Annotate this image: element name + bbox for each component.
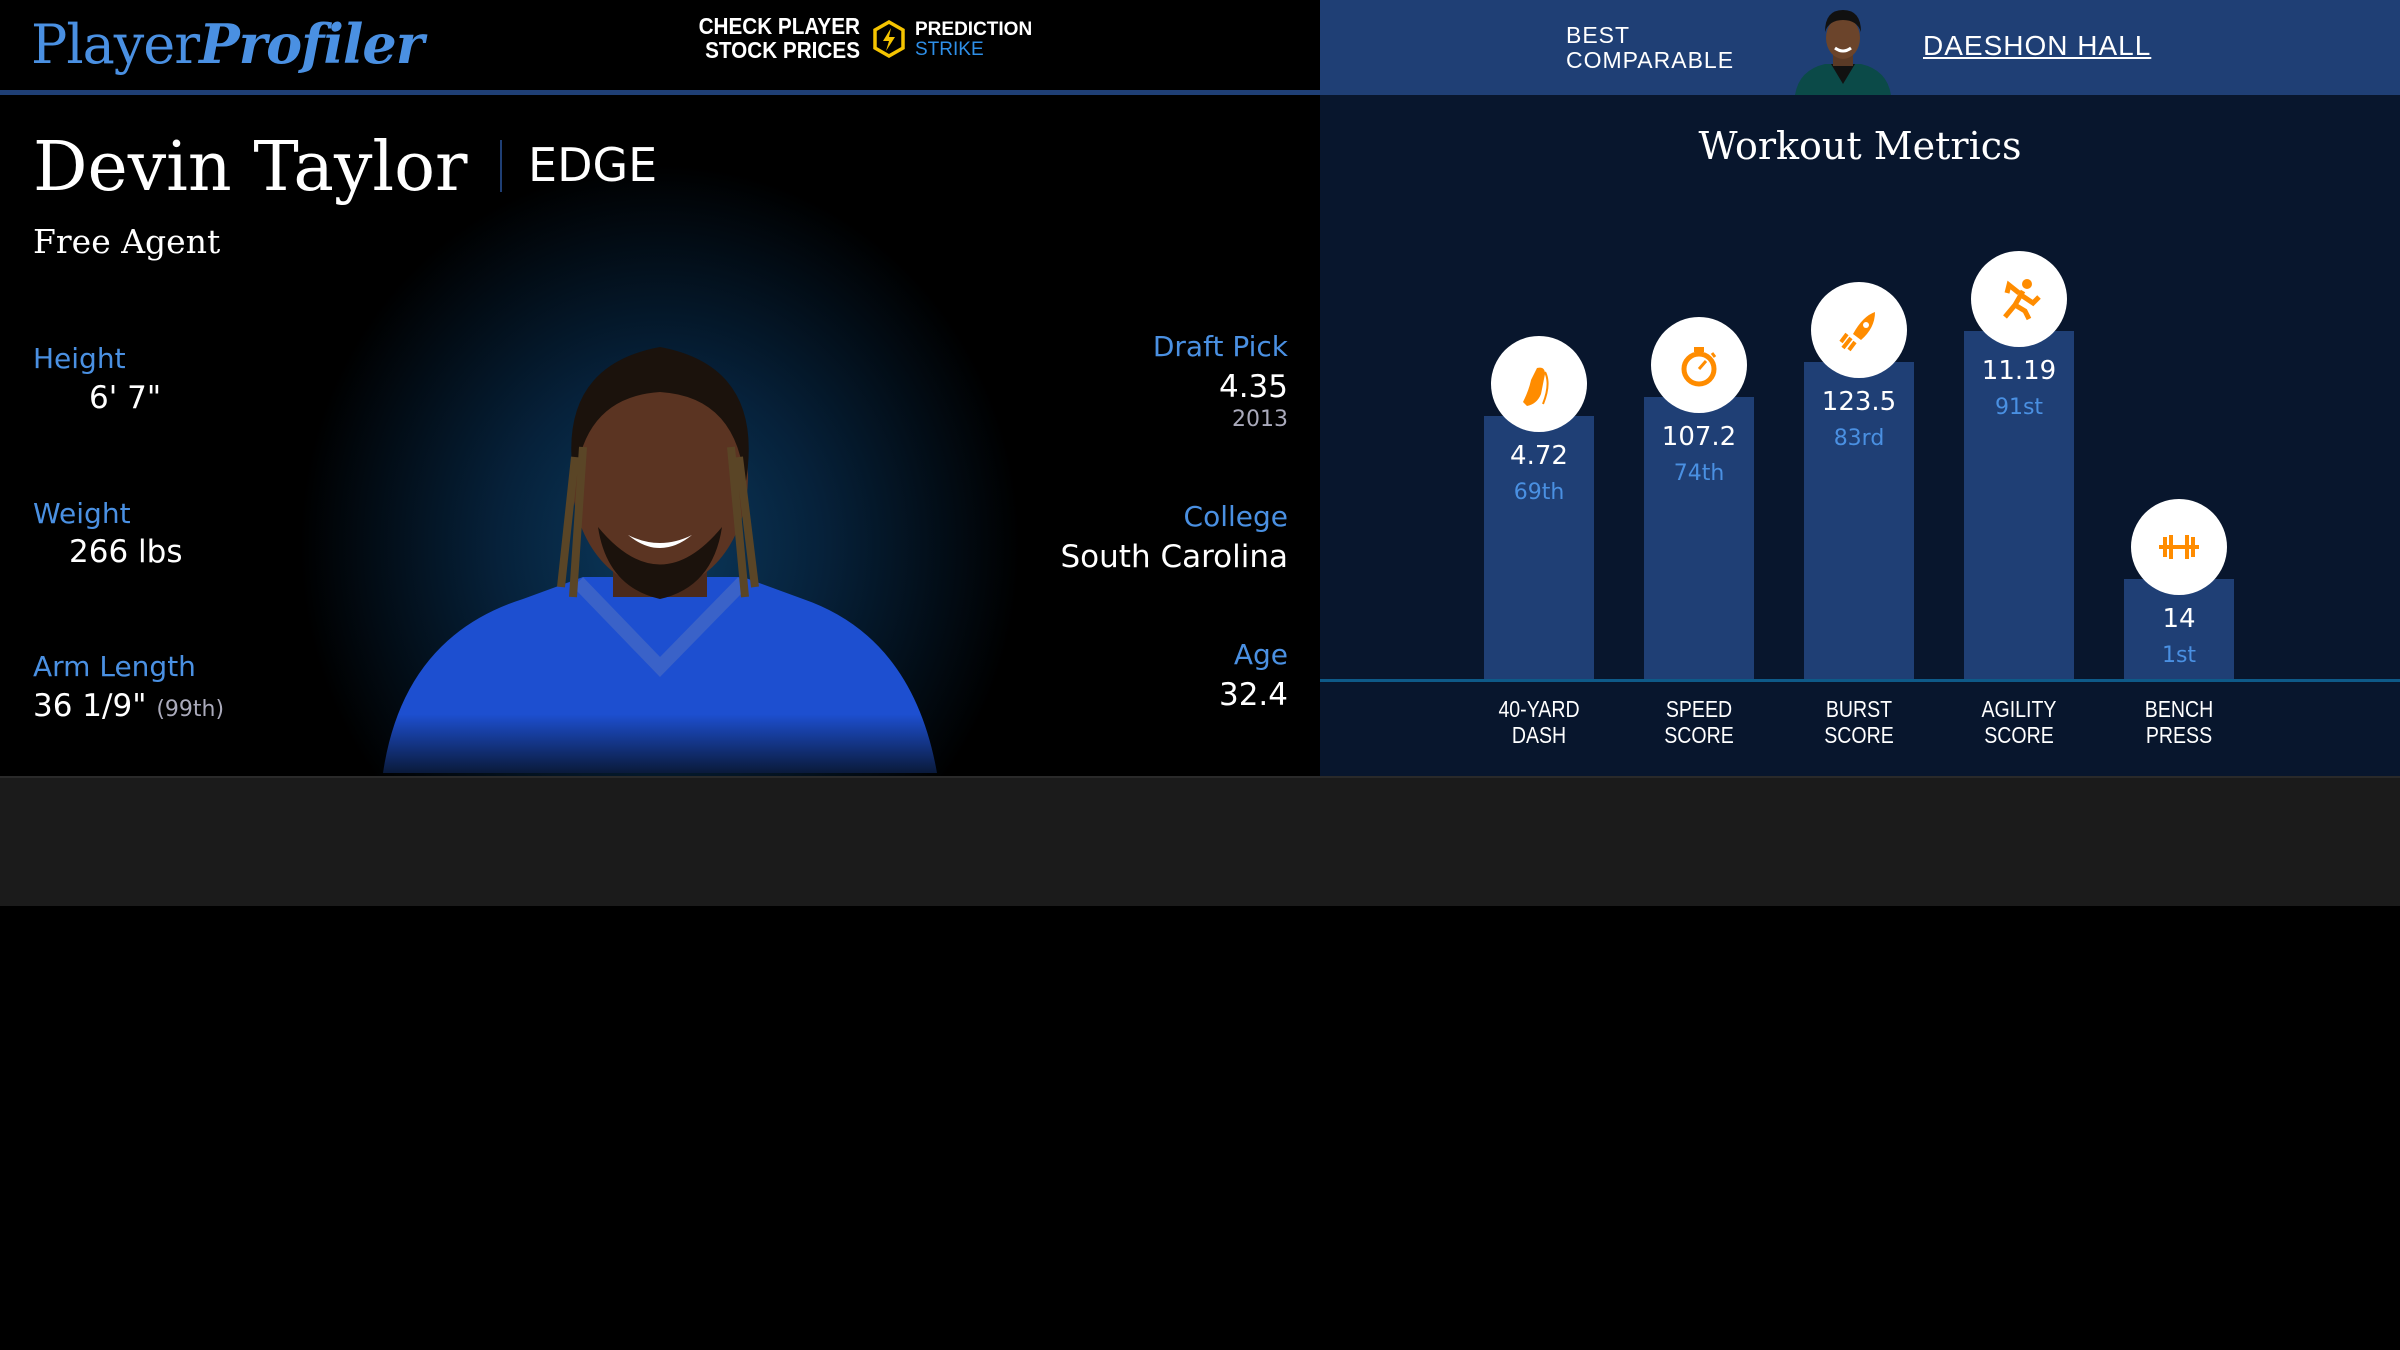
metric-label-line1: AGILITY [1981,696,2057,722]
lightning-bolt-icon[interactable] [872,20,906,58]
metric-percentile: 1st [2161,643,2197,668]
metric-label-line2: SCORE [1664,722,1734,748]
metric-label-line2: PRESS [2145,722,2213,748]
running-shoe-icon [1523,367,1549,406]
metric-value: 11.19 [1981,356,2057,387]
metric-bar[interactable] [1964,331,2074,680]
player-position: EDGE [528,138,658,192]
height-label: Height [33,342,126,375]
metric-label: 40-YARD DASH [1471,696,1607,748]
metric-label-line2: SCORE [1824,722,1894,748]
metric-label: BURST SCORE [1791,696,1927,748]
draft-pick-value: 4.35 [1218,369,1288,405]
weight-value: 266 lbs [69,534,183,570]
metric-value: 4.72 [1510,440,1568,471]
arm-length-percentile: (99th) [156,697,225,722]
logo-part2: Profiler [199,12,424,76]
logo[interactable]: PlayerProfiler [31,12,424,76]
stopwatch-icon [1681,346,1717,387]
promo-line1: CHECK PLAYER [698,13,860,39]
metric-icon-circle [1651,316,1747,413]
promo-brand-2[interactable]: STRIKE [915,39,984,60]
college-label: College [1183,500,1288,533]
metric-bar[interactable] [1484,415,1594,680]
player-photo [383,347,937,773]
metric-label: SPEED SCORE [1631,696,1767,748]
best-comparable-link[interactable]: DAESHON HALL [1923,30,2152,61]
metric-value: 123.5 [1821,387,1897,418]
workout-metrics-title: Workout Metrics [1698,124,2022,168]
runner-icon [2003,279,2041,321]
metric-icon-circle [1491,335,1587,432]
metric-value: 14 [2162,604,2196,634]
metric-value: 107.2 [1661,421,1737,452]
draft-pick-label: Draft Pick [1152,330,1288,363]
chart-baseline [1320,679,2400,682]
metric-percentile: 91st [1994,395,2044,421]
promo-text[interactable]: CHECK PLAYER STOCK PRICES [680,14,860,62]
metric-percentile: 69th [1513,479,1565,505]
metric-label-line1: 40-YARD [1498,696,1580,722]
metric-label-line2: SCORE [1984,722,2054,748]
metric-label-line1: BENCH [2144,696,2214,722]
player-team: Free Agent [33,222,221,261]
metric-label-line2: DASH [1511,722,1567,748]
metric-label-line1: BURST [1825,696,1893,722]
rocket-icon [1839,312,1875,352]
height-value: 6' 7" [89,380,162,416]
metric-icon-circle [1811,282,1907,379]
draft-year: 2013 [1232,407,1288,432]
top-bar-divider [0,90,1320,95]
weight-label: Weight [33,497,131,530]
label-line1: BEST [1566,22,1631,48]
dumbbell-icon [2159,535,2199,559]
age-label: Age [1233,638,1288,671]
label-line2: COMPARABLE [1566,47,1735,73]
metric-label: AGILITY SCORE [1951,696,2087,748]
comparable-player-photo[interactable] [1791,4,1895,95]
arm-length-value: 36 1/9" [33,688,147,724]
footer-band [0,776,2400,906]
best-comparable-label: BEST COMPARABLE [1566,23,1734,73]
metric-bar[interactable] [1804,362,1914,680]
promo-line2: STOCK PRICES [705,37,860,63]
age-value: 32.4 [1218,677,1288,713]
metric-bar[interactable] [1644,396,1754,680]
metric-icon-circle [2131,499,2227,595]
metric-label: BENCH PRESS [2111,696,2247,748]
top-bar [0,0,1320,90]
metric-percentile: 83rd [1833,426,1885,452]
metric-icon-circle [1971,251,2067,348]
player-name: Devin Taylor [33,128,468,207]
metric-bar[interactable] [2124,579,2234,680]
logo-part1: Player [31,13,200,76]
divider [500,140,502,192]
college-value: South Carolina [1060,539,1289,575]
metric-label-line1: SPEED [1665,696,1733,722]
promo-brand-1[interactable]: PREDICTION [915,19,1033,40]
arm-length-label: Arm Length [33,650,196,683]
metric-percentile: 74th [1673,460,1725,486]
